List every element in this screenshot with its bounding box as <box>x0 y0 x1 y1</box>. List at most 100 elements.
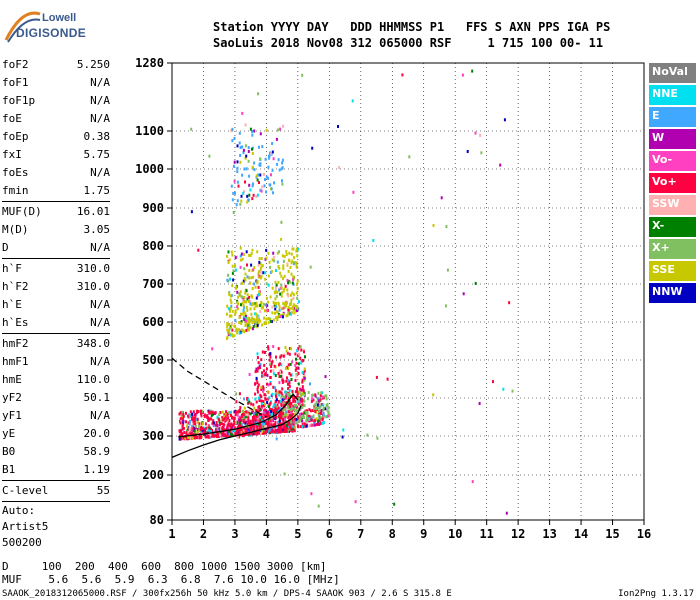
echo-point <box>260 306 263 310</box>
echo-point <box>193 419 196 423</box>
echo-point <box>284 412 287 416</box>
echo-point <box>295 366 298 370</box>
echo-point <box>210 417 213 421</box>
noise-point <box>190 127 193 131</box>
echo-point <box>247 324 250 328</box>
echo-point <box>225 410 228 414</box>
echo-point <box>214 411 217 415</box>
x-tick-label: 16 <box>637 527 651 541</box>
echo-point <box>261 350 264 354</box>
echo-point <box>282 418 285 422</box>
param-value: 5.250 <box>76 58 110 71</box>
echo-point <box>269 401 272 405</box>
echo-point <box>185 420 187 424</box>
echo-point <box>179 417 182 421</box>
echo-point <box>194 435 197 439</box>
echo-point <box>257 272 260 276</box>
echo-point <box>305 424 308 428</box>
echo-point <box>267 274 270 278</box>
echo-point <box>223 413 226 417</box>
echo-point <box>288 258 291 262</box>
echo-point <box>259 319 262 323</box>
echo-point <box>255 415 258 419</box>
noise-point <box>503 118 506 122</box>
echo-point <box>202 422 204 426</box>
echo-point <box>315 417 318 421</box>
noise-point <box>505 511 508 515</box>
echo-point <box>276 315 279 319</box>
echo-point <box>208 410 211 414</box>
noise-point <box>471 69 474 73</box>
echo-point <box>249 431 252 435</box>
echo-point <box>248 183 251 187</box>
echo-point <box>290 272 293 276</box>
echo-point <box>253 168 256 172</box>
echo-point <box>289 394 292 398</box>
echo-point <box>254 312 257 316</box>
echo-point <box>267 251 270 255</box>
echo-point <box>302 390 305 394</box>
noise-point <box>462 292 465 296</box>
echo-point <box>248 400 251 404</box>
echo-point <box>275 355 277 359</box>
noise-point <box>440 196 443 200</box>
echo-point <box>273 430 276 434</box>
echo-point <box>294 304 297 308</box>
echo-point <box>298 345 301 349</box>
echo-point <box>292 293 295 297</box>
echo-point <box>269 352 272 356</box>
echo-point <box>255 174 258 178</box>
y-tick-label: 200 <box>142 468 164 482</box>
echo-point <box>313 408 316 412</box>
echo-point <box>255 400 258 404</box>
x-tick-label: 1 <box>168 527 175 541</box>
echo-point <box>262 404 265 408</box>
echo-point <box>194 416 197 420</box>
echo-point <box>187 421 190 425</box>
echo-point <box>258 399 261 402</box>
echo-point <box>314 404 317 408</box>
echo-point <box>215 421 218 425</box>
echo-point <box>268 154 271 158</box>
echo-point <box>287 382 289 386</box>
echo-point <box>291 394 294 398</box>
param-value: 20.0 <box>83 427 111 440</box>
echo-point <box>201 409 204 413</box>
echo-point <box>291 420 294 423</box>
echo-point <box>245 417 248 421</box>
echo-point <box>243 296 246 299</box>
echo-point <box>245 305 248 309</box>
echo-point <box>198 422 201 426</box>
noise-point <box>311 146 314 150</box>
param-name: MUF(D) <box>2 205 42 218</box>
echo-point <box>273 259 276 263</box>
echo-point <box>278 168 281 172</box>
noise-point <box>372 239 375 242</box>
echo-point <box>270 408 273 412</box>
echo-point <box>280 394 283 398</box>
echo-point <box>236 166 239 170</box>
echo-point <box>302 411 305 415</box>
echo-point <box>231 271 234 275</box>
echo-point <box>240 431 243 434</box>
echo-point <box>297 347 300 351</box>
echo-point <box>321 395 324 399</box>
echo-point <box>231 423 234 427</box>
echo-point <box>244 180 246 184</box>
echo-point <box>243 406 246 410</box>
echo-point <box>246 419 249 423</box>
echo-point <box>284 346 287 349</box>
echo-point <box>273 403 276 407</box>
echo-point <box>275 405 278 409</box>
echo-point <box>293 429 296 433</box>
param-name: foF1p <box>2 94 36 107</box>
noise-point <box>197 248 200 252</box>
echo-point <box>226 304 229 308</box>
echo-point <box>232 278 235 282</box>
echo-point <box>263 184 266 188</box>
echo-point <box>253 266 256 270</box>
echo-point <box>272 405 275 409</box>
echo-point <box>226 278 229 282</box>
echo-point <box>196 432 199 436</box>
echo-point <box>258 163 261 167</box>
